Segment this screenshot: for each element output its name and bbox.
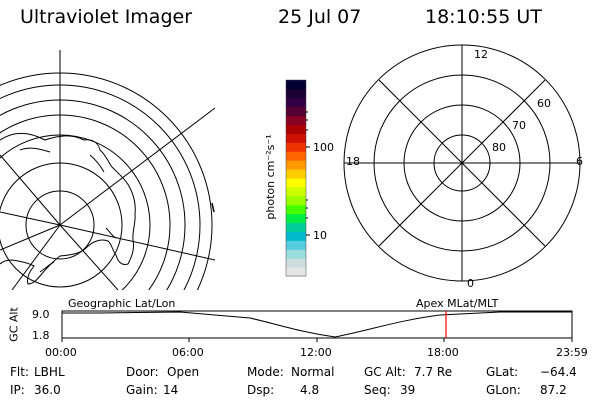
colorbar-segment xyxy=(286,249,306,259)
color-scale-bar xyxy=(285,79,307,277)
gain-label: Gain: xyxy=(126,383,158,397)
altitude-curve xyxy=(62,311,572,338)
timeline-x-tick-2359: 23:59 xyxy=(556,346,588,359)
timeline-y-tick-top: 9.0 xyxy=(32,308,50,321)
colorbar-segment xyxy=(286,106,306,117)
time-label: 18:10:55 UT xyxy=(425,6,542,28)
colorbar-tick-10: 10 xyxy=(313,229,327,242)
colorbar-segment xyxy=(286,204,306,215)
colorbar-segment xyxy=(286,222,306,232)
colorbar-segment xyxy=(286,267,306,277)
door-value: Open xyxy=(167,365,200,379)
ip-value: 36.0 xyxy=(34,383,61,397)
gain-value: 14 xyxy=(163,383,179,397)
colorbar-segment xyxy=(286,231,306,241)
colorbar-segment xyxy=(286,151,306,161)
timeline-y-axis-label: GC Alt xyxy=(7,307,21,342)
glon-label: GLon: xyxy=(486,383,521,397)
filter-label: Flt: xyxy=(10,365,29,379)
timeline-x-tick-0600: 06:00 xyxy=(172,346,204,359)
ip-label: IP: xyxy=(10,383,25,397)
colorbar-unit-label: photon cm⁻²s⁻¹ xyxy=(264,134,277,220)
colorbar-segment xyxy=(286,213,306,224)
colorbar-segment xyxy=(286,88,306,99)
colorbar-segment xyxy=(286,142,306,152)
mode-label: Mode: xyxy=(247,365,284,379)
colorbar-tick-100: 100 xyxy=(313,141,334,154)
polar-grid xyxy=(343,44,581,282)
timeline-panel xyxy=(61,310,573,342)
timeline-left-caption: Geographic Lat/Lon xyxy=(68,297,176,310)
mlt-label-12: 12 xyxy=(474,48,488,61)
colorbar-segment xyxy=(286,186,306,197)
glon-value: 87.2 xyxy=(540,383,567,397)
colorbar-segment xyxy=(286,178,306,188)
dsp-label: Dsp: xyxy=(247,383,275,397)
instrument-title: Ultraviolet Imager xyxy=(20,6,193,28)
filter-value: LBHL xyxy=(34,365,65,379)
gcalt-label: GC Alt: xyxy=(364,365,406,379)
date-label: 25 Jul 07 xyxy=(278,6,362,28)
colorbar-segment xyxy=(286,240,306,250)
mlt-label-0: 0 xyxy=(467,277,474,290)
timeline-x-tick-0000: 00:00 xyxy=(45,346,77,359)
mlat-label-80: 80 xyxy=(492,141,506,154)
timeline-x-tick-1200: 12:00 xyxy=(300,346,332,359)
colorbar-segment xyxy=(286,169,306,179)
timeline-x-tick-1800: 18:00 xyxy=(427,346,459,359)
door-label: Door: xyxy=(126,365,159,379)
colorbar-segment xyxy=(286,258,306,268)
mlat-label-60: 60 xyxy=(537,97,551,110)
colorbar-segment xyxy=(286,97,306,108)
mlat-label-70: 70 xyxy=(512,119,526,132)
mlt-label-6: 6 xyxy=(576,155,583,168)
colorbar-segment xyxy=(286,124,306,134)
glat-label: GLat: xyxy=(486,365,519,379)
dsp-value: 4.8 xyxy=(300,383,320,397)
colorbar-ticks xyxy=(306,111,310,236)
glat-value: −64.4 xyxy=(540,365,577,379)
colorbar-segment xyxy=(286,195,306,206)
colorbar-segment xyxy=(286,160,306,170)
mode-value: Normal xyxy=(291,365,335,379)
gcalt-value: 7.7 Re xyxy=(414,365,453,379)
colorbar-segment xyxy=(286,133,306,143)
seq-label: Seq: xyxy=(364,383,391,397)
mlt-label-18: 18 xyxy=(346,155,360,168)
timeline-y-tick-bottom: 1.8 xyxy=(32,329,50,342)
colorbar-segment xyxy=(286,80,306,90)
colorbar-segment xyxy=(286,115,306,126)
seq-value: 39 xyxy=(400,383,416,397)
timeline-right-caption: Apex MLat/MLT xyxy=(416,297,499,310)
geographic-map xyxy=(0,50,215,290)
